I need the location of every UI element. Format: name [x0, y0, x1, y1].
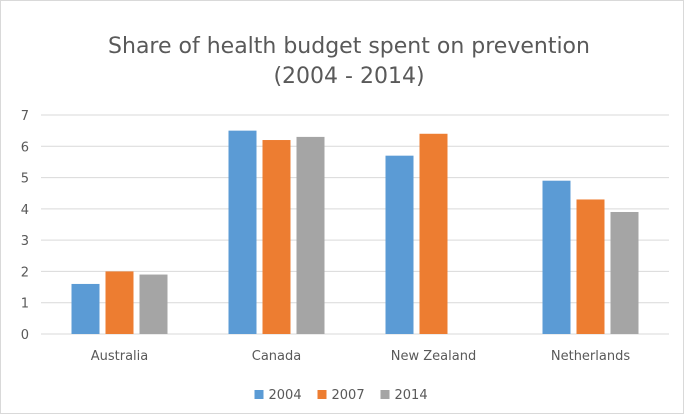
bar-2004-canada	[228, 130, 257, 334]
bar-2007-canada	[262, 140, 291, 334]
x-tick-label: Canada	[252, 349, 301, 364]
bar-2014-australia	[139, 274, 168, 334]
chart-subtitle: (2004 - 2014)	[273, 64, 424, 89]
legend-label: 2004	[269, 388, 302, 403]
chart-title: Share of health budget spent on preventi…	[108, 34, 590, 59]
bar-2007-netherlands	[576, 199, 605, 334]
legend-swatch	[380, 390, 390, 399]
legend: 2004 2007 2014	[254, 388, 428, 403]
bar-2004-australia	[71, 283, 100, 334]
legend-label: 2014	[395, 388, 428, 403]
x-tick-label: Australia	[91, 349, 149, 364]
y-tick-label: 3	[21, 234, 29, 249]
y-tick-label: 5	[21, 172, 29, 187]
legend-swatch	[254, 390, 264, 399]
x-tick-label: New Zealand	[391, 349, 476, 364]
x-axis-ticks: Australia Canada New Zealand Netherlands	[91, 349, 631, 364]
y-tick-label: 4	[21, 203, 29, 218]
bar-2014-canada	[296, 136, 325, 334]
bar-2004-new-zealand	[385, 155, 414, 334]
y-tick-label: 0	[21, 328, 29, 343]
legend-label: 2007	[332, 388, 365, 403]
bars	[71, 130, 639, 334]
gridlines	[41, 114, 669, 335]
bar-2007-new-zealand	[419, 133, 448, 334]
y-tick-label: 7	[21, 109, 29, 124]
bar-2007-australia	[105, 271, 134, 334]
y-tick-label: 2	[21, 265, 29, 280]
y-tick-label: 1	[21, 297, 29, 312]
y-axis-ticks: 0 1 2 3 4 5 6 7	[21, 109, 29, 343]
bar-2014-netherlands	[610, 211, 639, 334]
legend-swatch	[317, 390, 327, 399]
bar-2004-netherlands	[542, 180, 571, 334]
y-tick-label: 6	[21, 140, 29, 155]
x-tick-label: Netherlands	[551, 349, 630, 364]
